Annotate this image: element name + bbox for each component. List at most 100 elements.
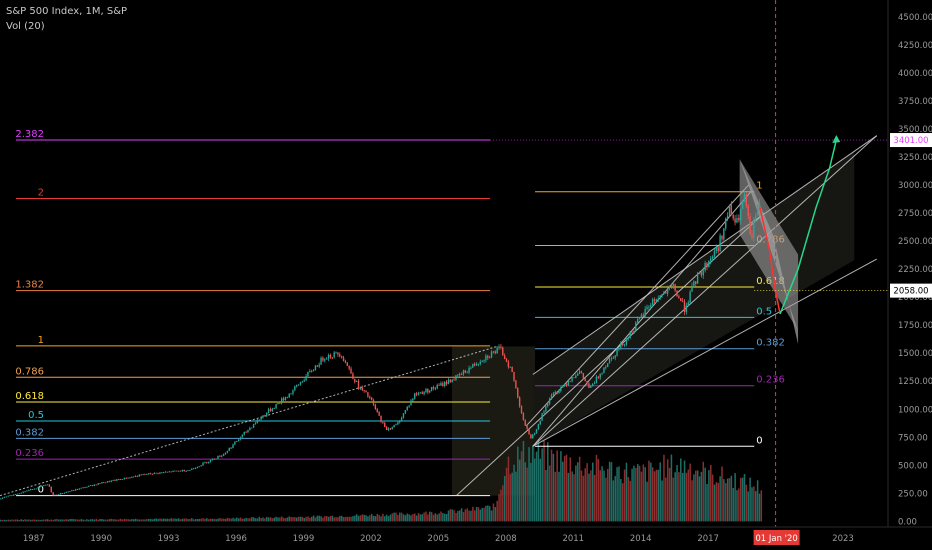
time-axis[interactable]: 1987 1990 1993 1996 1999 2002 2005 2008 2011 2014… (0, 526, 932, 545)
candle-body (101, 482, 103, 484)
volume-bar (728, 478, 731, 522)
target-price-badge[interactable] (890, 133, 932, 148)
candle-body (518, 397, 521, 407)
candle-body (425, 389, 427, 393)
date-marker-badge[interactable] (753, 530, 800, 545)
forecast-up-leg[interactable] (779, 139, 838, 315)
volume-bar (116, 519, 118, 522)
volume-bar (305, 516, 307, 522)
fib-level-label: 0 (38, 485, 44, 496)
volume-bar (314, 517, 317, 522)
volume-bar (153, 518, 156, 522)
candle-body (380, 415, 382, 423)
candle-body (174, 470, 176, 472)
trend-line[interactable] (0, 345, 497, 497)
volume-bar (213, 518, 216, 522)
candle-body (318, 364, 320, 367)
candle-body (663, 292, 665, 295)
volume-bar (146, 519, 148, 522)
volume-bar (488, 506, 491, 522)
volume-bar (275, 516, 277, 522)
candle-body (335, 352, 337, 354)
candle-body (266, 412, 268, 416)
trend-line[interactable] (532, 135, 878, 447)
volume-bar (69, 518, 71, 522)
volume-bar (588, 473, 590, 522)
candle-body (638, 317, 641, 319)
volume-bar (140, 519, 143, 522)
volume-bar (114, 519, 116, 522)
candle-body (29, 489, 32, 491)
candle-body (296, 385, 298, 387)
trend-line[interactable] (532, 191, 752, 447)
volume-bars (0, 440, 763, 522)
candle-body (410, 400, 412, 406)
trend-line[interactable] (456, 212, 765, 496)
trend-line[interactable] (532, 258, 877, 447)
forecast-down-leg[interactable] (759, 207, 781, 315)
candle-body (475, 364, 478, 366)
symbol-title[interactable]: S&P 500 Index, 1M, S&P (6, 6, 128, 17)
volume-bar (151, 519, 154, 522)
forecast-path[interactable] (490, 0, 888, 527)
candle-body (303, 380, 305, 382)
volume-bar (740, 477, 742, 522)
candle-body (470, 367, 472, 369)
volume-bar (256, 518, 259, 522)
candle-body (153, 472, 156, 475)
candle-body (618, 347, 620, 350)
volume-bar (610, 462, 613, 522)
candle-body (339, 354, 341, 357)
trend-line[interactable] (532, 135, 878, 375)
candle-body (129, 477, 131, 479)
candle-body (738, 218, 740, 221)
volume-bar (385, 514, 388, 522)
volume-bar (395, 512, 397, 522)
volume-bar (533, 458, 536, 522)
volume-bar (331, 515, 334, 522)
price-tick-label: 4000.00 (898, 69, 932, 79)
price-axis[interactable]: 0.00 250.00 500.00 750.00 1000.00 1250.00 1500… (887, 0, 932, 527)
current-price-badge[interactable] (890, 283, 932, 298)
volume-bar (264, 518, 266, 522)
price-tick-label: 3250.00 (898, 153, 932, 163)
volume-bar (565, 454, 568, 522)
candle-body (204, 462, 206, 464)
volume-bar (427, 514, 429, 522)
volume-bar (597, 459, 600, 522)
volume-bar (606, 468, 609, 522)
volume-bar (226, 517, 229, 522)
volume-bar (749, 477, 751, 522)
volume-bar (279, 517, 281, 522)
volume-bar (646, 481, 648, 522)
candle-body (245, 432, 247, 433)
time-tick-label: 1987 (23, 534, 45, 544)
candle-body (683, 301, 686, 313)
candle-body (445, 381, 448, 384)
candle-body (740, 209, 742, 221)
fib-level-label: 0.786 (15, 366, 44, 377)
volume-bar (207, 519, 210, 522)
candle-body (689, 291, 691, 303)
candle-body (573, 377, 575, 379)
volume-indicator-label[interactable]: Vol (20) (6, 21, 45, 32)
volume-bar (736, 490, 738, 522)
candle-body (492, 351, 495, 353)
volume-bar (612, 480, 615, 522)
candle-body (50, 486, 52, 493)
volume-bar (655, 469, 658, 522)
volume-bar (745, 484, 748, 522)
candle-body (179, 470, 182, 472)
candle-body (648, 306, 650, 308)
volume-bar (170, 518, 172, 522)
price-tick-label: 3500.00 (898, 125, 932, 135)
candle-body (191, 468, 193, 470)
candle-body (114, 479, 116, 481)
candle-body (131, 476, 133, 478)
volume-bar (404, 515, 407, 522)
trend-line[interactable] (525, 184, 749, 427)
candle-body (271, 408, 274, 411)
fib-retracement-left[interactable]: 0 0.236 0.382 0.5 0.618 0.786 1 1.382 2 2.382 (15, 129, 491, 497)
volume-bar (162, 518, 165, 522)
